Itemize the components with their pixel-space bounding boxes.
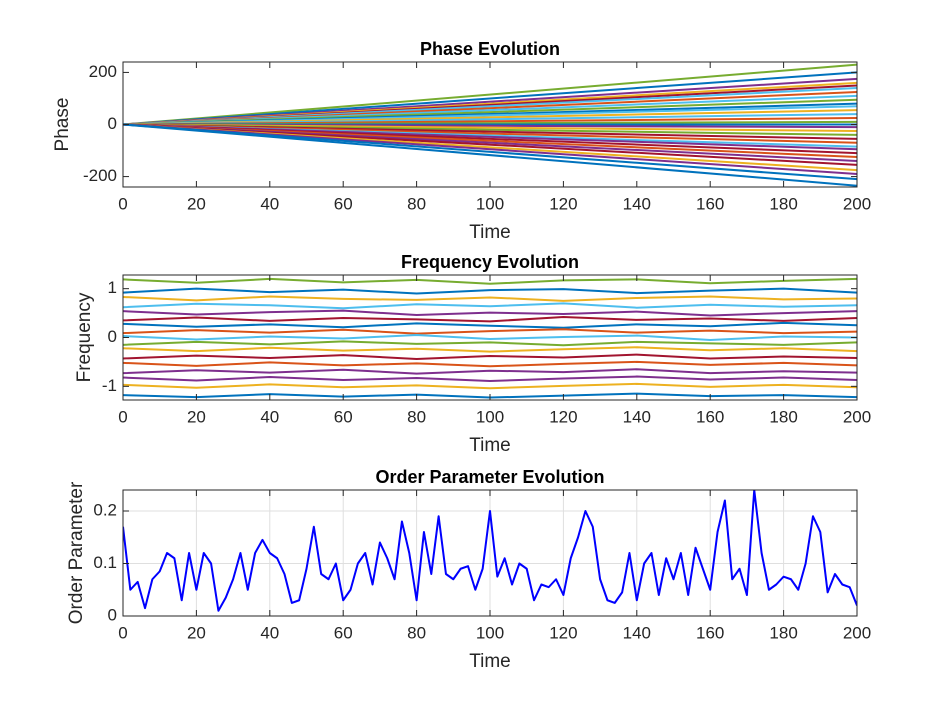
x-tick-label: 40 bbox=[260, 194, 279, 213]
x-tick-label: 200 bbox=[843, 194, 871, 213]
x-tick-label: 180 bbox=[769, 194, 797, 213]
x-tick-label: 100 bbox=[476, 194, 504, 213]
y-tick-label: 0.2 bbox=[93, 500, 117, 519]
x-axis-label: Time bbox=[469, 222, 511, 243]
x-axis-label: Time bbox=[469, 435, 511, 456]
series-line bbox=[123, 295, 857, 302]
x-tick-label: 0 bbox=[118, 407, 127, 426]
x-tick-label: 0 bbox=[118, 623, 127, 642]
series-line bbox=[123, 71, 857, 126]
x-tick-label: 140 bbox=[623, 407, 651, 426]
x-tick-label: 40 bbox=[260, 407, 279, 426]
y-axis-label: Order Parameter bbox=[66, 481, 87, 624]
y-tick-label: 200 bbox=[89, 62, 117, 81]
x-tick-label: 140 bbox=[623, 194, 651, 213]
series-line bbox=[123, 321, 857, 329]
x-tick-label: 60 bbox=[334, 623, 353, 642]
y-tick-label: -200 bbox=[83, 166, 117, 185]
plot-area bbox=[123, 63, 857, 187]
series-line bbox=[123, 123, 857, 181]
series-line bbox=[123, 340, 857, 347]
series-line bbox=[123, 63, 857, 126]
x-tick-label: 60 bbox=[334, 407, 353, 426]
x-tick-label: 120 bbox=[549, 407, 577, 426]
x-tick-label: 60 bbox=[334, 194, 353, 213]
x-tick-label: 140 bbox=[623, 623, 651, 642]
series-line bbox=[123, 287, 857, 295]
x-tick-label: 20 bbox=[187, 407, 206, 426]
x-tick-label: 100 bbox=[476, 407, 504, 426]
y-axis-label: Frequency bbox=[74, 292, 95, 382]
y-tick-label: 0 bbox=[108, 327, 117, 346]
y-tick-label: -1 bbox=[102, 376, 117, 395]
plot-area bbox=[123, 490, 857, 612]
x-tick-label: 40 bbox=[260, 623, 279, 642]
series-line bbox=[123, 334, 857, 341]
series-line bbox=[123, 309, 857, 317]
subplot: 0 20 40 60 80 100 120 140 160 180 200 0 0.1 0.2 Order … bbox=[66, 467, 871, 672]
series-line bbox=[123, 360, 857, 368]
x-tick-label: 160 bbox=[696, 407, 724, 426]
series-line bbox=[123, 302, 857, 310]
x-tick-label: 20 bbox=[187, 623, 206, 642]
x-tick-label: 180 bbox=[769, 407, 797, 426]
x-tick-label: 20 bbox=[187, 194, 206, 213]
chart-title: Order Parameter Evolution bbox=[375, 467, 604, 487]
y-tick-label: 0.1 bbox=[93, 553, 117, 572]
series-line bbox=[123, 368, 857, 375]
series-line bbox=[123, 490, 857, 612]
x-tick-label: 80 bbox=[407, 623, 426, 642]
series-line bbox=[123, 375, 857, 382]
x-tick-label: 0 bbox=[118, 194, 127, 213]
x-tick-label: 200 bbox=[843, 407, 871, 426]
x-tick-label: 160 bbox=[696, 623, 724, 642]
x-tick-label: 160 bbox=[696, 194, 724, 213]
series-line bbox=[123, 123, 857, 187]
x-tick-label: 80 bbox=[407, 407, 426, 426]
x-tick-label: 120 bbox=[549, 194, 577, 213]
y-axis-label: Phase bbox=[52, 98, 73, 152]
series-line bbox=[123, 315, 857, 323]
series-line bbox=[123, 277, 857, 285]
chart-title: Phase Evolution bbox=[420, 39, 560, 59]
series-line bbox=[123, 328, 857, 335]
subplot: 0 20 40 60 80 100 120 140 160 180 200-2000200Phase… bbox=[52, 39, 871, 243]
series-line bbox=[123, 353, 857, 360]
x-tick-label: 200 bbox=[843, 623, 871, 642]
series-line bbox=[123, 382, 857, 390]
x-tick-label: 180 bbox=[769, 623, 797, 642]
x-tick-label: 100 bbox=[476, 623, 504, 642]
series-line bbox=[123, 346, 857, 353]
chart-title: Frequency Evolution bbox=[401, 252, 579, 272]
x-tick-label: 80 bbox=[407, 194, 426, 213]
y-tick-label: 0 bbox=[108, 114, 117, 133]
y-tick-label: 1 bbox=[108, 278, 117, 297]
x-axis-label: Time bbox=[469, 651, 511, 672]
y-tick-label: 0 bbox=[108, 605, 117, 624]
x-tick-label: 120 bbox=[549, 623, 577, 642]
subplot: 0 20 40 60 80 100 120 140 160 180 200-101Frequency… bbox=[74, 252, 871, 456]
